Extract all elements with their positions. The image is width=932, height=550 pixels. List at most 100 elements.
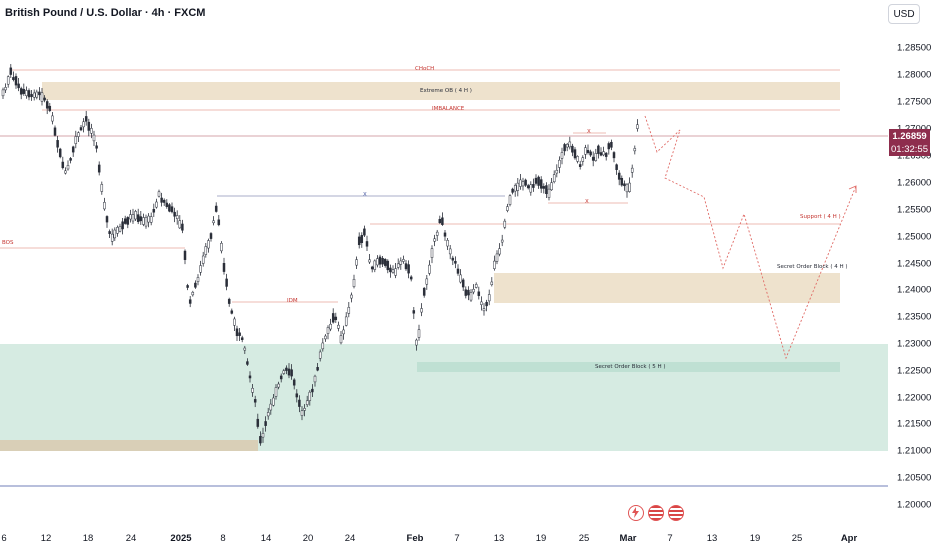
candle-body <box>43 97 46 101</box>
candle-body <box>30 94 33 97</box>
time-tick-label: Apr <box>840 533 858 544</box>
candle-body <box>40 92 44 102</box>
time-tick-label: 7 <box>667 533 673 544</box>
candle-body <box>90 128 93 134</box>
candle-body <box>443 232 447 237</box>
candle-body <box>152 209 156 213</box>
candle-body <box>461 279 465 288</box>
candle-body <box>207 240 210 249</box>
candle-body <box>282 370 286 374</box>
candle-body <box>334 316 338 321</box>
projection-path <box>644 115 857 360</box>
candle-body <box>233 318 236 326</box>
candle-body <box>66 165 70 170</box>
candle-body <box>485 301 488 307</box>
candle-body <box>305 400 309 405</box>
candle-body <box>238 332 241 336</box>
candle-body <box>422 287 426 296</box>
candle-body <box>240 337 244 340</box>
time-tick-label: 24 <box>125 533 137 544</box>
candle-body <box>368 259 371 263</box>
candle-body <box>563 144 566 152</box>
candle-body <box>370 266 374 270</box>
time-tick-label: 18 <box>82 533 94 544</box>
candle-body <box>134 211 137 220</box>
lightning-event-icon[interactable] <box>628 505 644 521</box>
us-flag-icon[interactable] <box>668 505 684 521</box>
candle-body <box>136 214 140 222</box>
candle-body <box>131 214 135 222</box>
price-tick-label: 1.22500 <box>897 365 932 377</box>
candle-body <box>620 178 624 186</box>
x-label-3: X <box>587 129 591 135</box>
candle-body <box>139 216 143 222</box>
candle-body <box>454 260 457 264</box>
candle-body <box>615 164 618 170</box>
candle-body <box>594 153 598 161</box>
candle-body <box>27 90 31 98</box>
candle-body <box>425 278 429 285</box>
x-label-2: X <box>585 199 589 205</box>
candle-body <box>168 204 171 212</box>
candle-body <box>448 248 452 255</box>
candle-body <box>568 141 572 148</box>
candle-body <box>612 152 616 159</box>
candle-body <box>506 206 509 211</box>
candle-body <box>225 278 228 287</box>
candle-body <box>253 399 257 403</box>
candle-body <box>61 161 65 169</box>
candle-body <box>521 181 525 187</box>
us-flag-icon[interactable] <box>648 505 664 521</box>
time-tick-label: 25 <box>791 533 803 544</box>
candle-body <box>144 217 148 227</box>
candle-body <box>407 264 410 274</box>
candle-body <box>108 231 111 234</box>
candle-body <box>459 274 462 283</box>
candle-body <box>446 240 449 247</box>
candle-body <box>430 248 434 258</box>
time-tick-label: 19 <box>535 533 547 544</box>
price-tick-label: 1.22000 <box>897 392 932 404</box>
candle-body <box>365 241 369 247</box>
price-tick-label: 1.24500 <box>897 258 932 270</box>
candle-body <box>290 369 293 377</box>
candle-body <box>194 282 197 288</box>
candle-body <box>623 183 626 187</box>
symbol-title[interactable]: British Pound / U.S. Dollar · 4h · FXCM <box>5 7 206 19</box>
candle-body <box>256 418 260 427</box>
candle-body <box>142 217 145 225</box>
candle-body <box>352 278 356 287</box>
countdown-tag: 01:32:55 <box>889 143 930 156</box>
candle-body <box>389 267 392 273</box>
candle-body <box>636 124 639 129</box>
extreme-ob-label: Extreme OB ( 4 H ) <box>420 88 472 94</box>
candle-body <box>6 76 10 85</box>
candle-body <box>599 152 603 156</box>
candle-body <box>529 184 533 193</box>
candle-body <box>617 172 621 180</box>
candle-body <box>266 412 270 417</box>
candle-body <box>378 256 382 265</box>
idm-label: IDM <box>287 298 298 304</box>
candle-body <box>248 375 252 379</box>
candle-body <box>578 164 582 167</box>
time-tick-label: 7 <box>454 533 460 544</box>
currency-selector[interactable]: USD <box>888 4 920 24</box>
candle-body <box>113 229 117 239</box>
time-tick-label: 8 <box>220 533 226 544</box>
candle-body <box>547 188 551 198</box>
candle-body <box>204 246 208 255</box>
candle-body <box>217 219 221 226</box>
candle-body <box>222 263 226 272</box>
candle-body <box>435 231 439 236</box>
candle-body <box>498 248 501 255</box>
candle-body <box>118 226 122 232</box>
candle-body <box>56 140 59 148</box>
price-tick-label: 1.23000 <box>897 338 932 350</box>
candle-body <box>95 145 98 149</box>
candle-body <box>350 294 353 299</box>
candle-body <box>456 268 460 274</box>
candle-body <box>391 269 395 273</box>
candle-body <box>360 235 364 244</box>
